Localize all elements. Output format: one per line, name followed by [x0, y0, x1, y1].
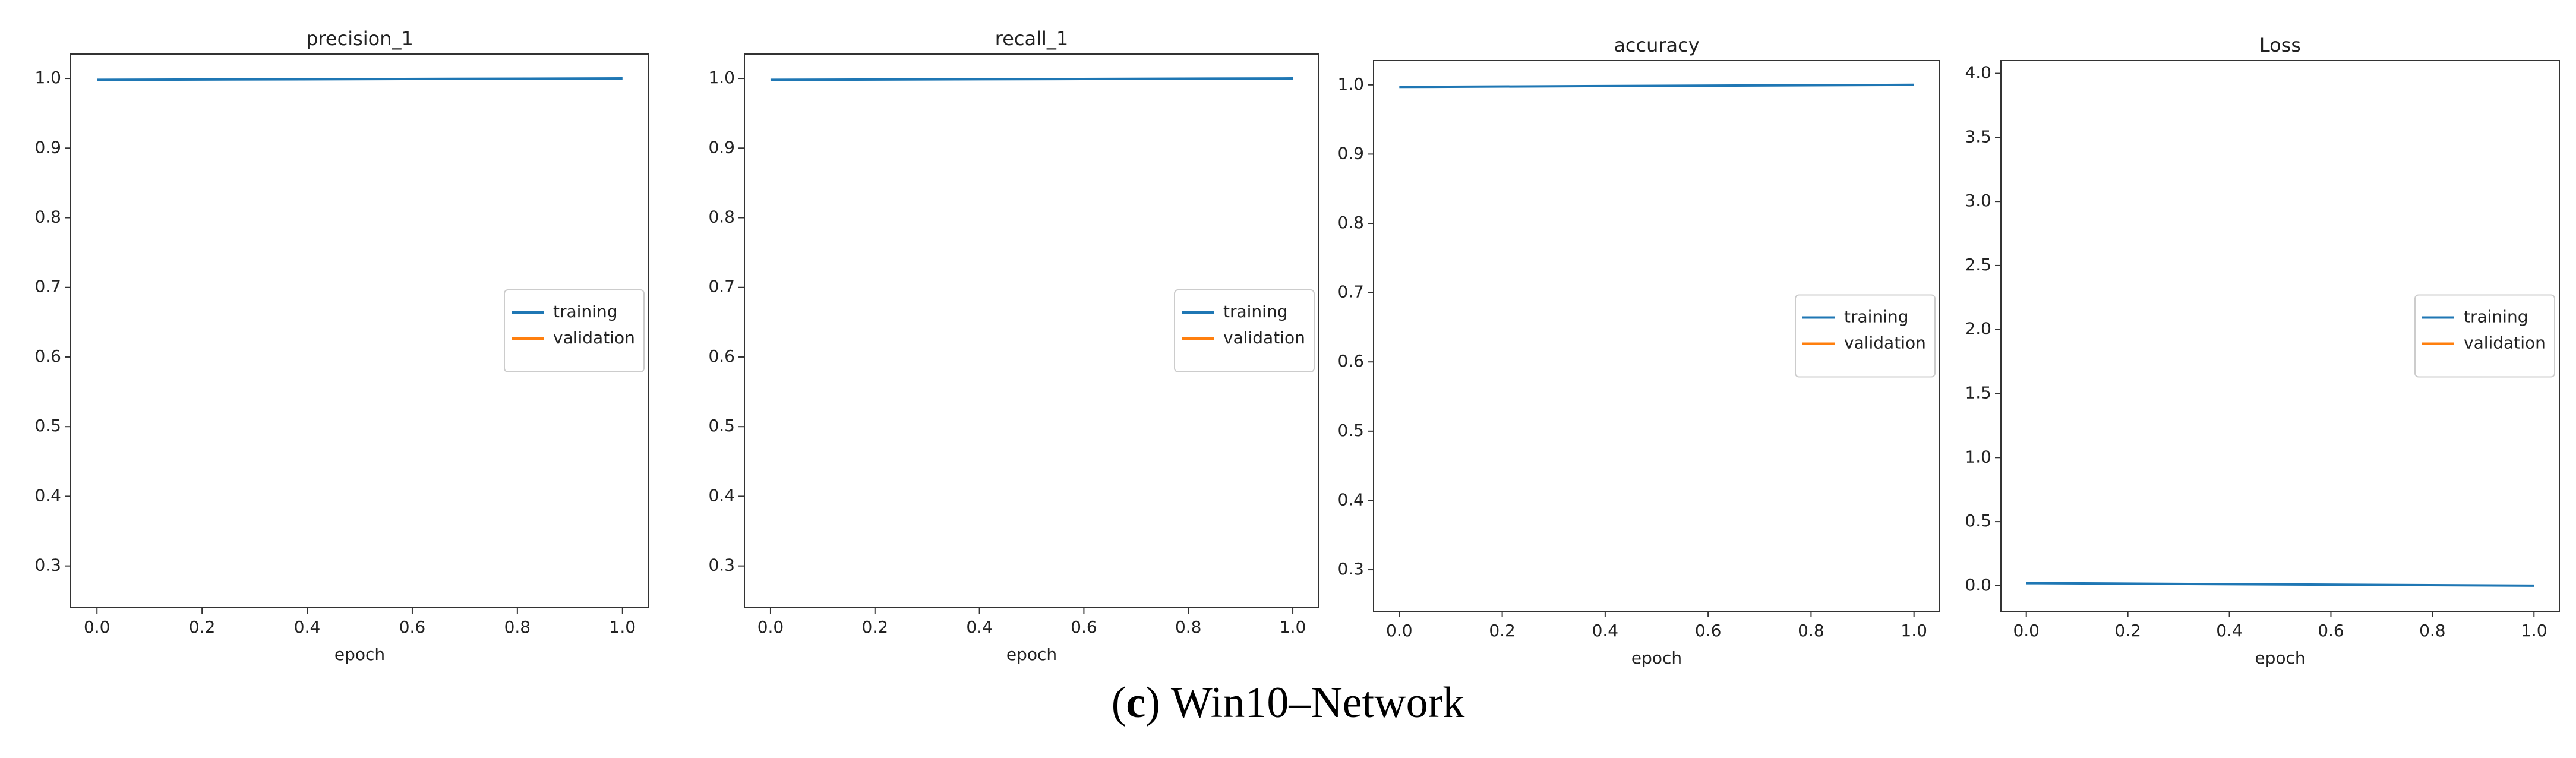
- axes-frame: [2000, 60, 2560, 612]
- axes-frame: [744, 53, 1319, 608]
- y-tick-label: 4.0: [1965, 63, 1991, 83]
- x-tick-label: 0.8: [504, 617, 531, 637]
- legend-box: [2414, 294, 2555, 378]
- y-tick-label: 3.0: [1965, 191, 1991, 210]
- x-tick-label: 0.8: [1798, 621, 1824, 640]
- y-tick-label: 0.4: [1337, 489, 1364, 509]
- legend-label: training: [1223, 302, 1287, 321]
- y-tick-label: 0.0: [1965, 575, 1991, 595]
- y-tick-label: 0.8: [34, 207, 61, 226]
- x-tick-label: 0.6: [1695, 621, 1722, 640]
- y-tick-label: 0.7: [34, 277, 61, 296]
- caption-open: (: [1112, 678, 1126, 727]
- x-tick-label: 0.8: [2419, 621, 2446, 640]
- x-tick-label: 1.0: [1280, 617, 1306, 637]
- legend-label: validation: [553, 328, 635, 348]
- caption-letter: c: [1126, 678, 1145, 727]
- legend-box: [504, 289, 645, 372]
- line: [2026, 582, 2534, 587]
- line: [97, 77, 623, 81]
- legend-label: validation: [1844, 333, 1926, 353]
- axes-frame: [70, 53, 649, 608]
- y-tick-label: 0.3: [34, 555, 61, 575]
- x-axis-label: epoch: [1631, 648, 1682, 668]
- x-tick-label: 0.4: [1592, 621, 1619, 640]
- x-tick-label: 0.0: [1386, 621, 1413, 640]
- y-tick-label: 1.0: [1337, 74, 1364, 94]
- x-tick-label: 0.8: [1175, 617, 1202, 637]
- legend-box: [1174, 289, 1315, 372]
- y-tick-label: 3.5: [1965, 127, 1991, 146]
- y-tick-label: 0.7: [708, 277, 735, 296]
- x-tick-label: 1.0: [610, 617, 636, 637]
- y-tick-label: 0.6: [1337, 351, 1364, 371]
- y-tick-label: 0.5: [1965, 511, 1991, 530]
- y-tick-label: 2.0: [1965, 319, 1991, 339]
- x-tick-label: 0.4: [2216, 621, 2243, 640]
- y-tick-label: 0.9: [1337, 143, 1364, 163]
- y-tick-label: 1.0: [34, 68, 61, 87]
- legend-label: training: [2464, 307, 2528, 327]
- chart-title: precision_1: [306, 27, 413, 50]
- y-tick-label: 0.8: [708, 207, 735, 226]
- x-tick-label: 0.0: [2013, 621, 2040, 640]
- x-tick-label: 0.2: [189, 617, 216, 637]
- y-tick-label: 0.5: [708, 416, 735, 435]
- x-axis-label: epoch: [1006, 645, 1057, 664]
- x-axis-label: epoch: [2255, 648, 2305, 668]
- y-tick-label: 0.3: [1337, 559, 1364, 579]
- legend-box: [1795, 294, 1936, 378]
- caption-text: Win10–Network: [1171, 678, 1464, 727]
- x-tick-label: 0.6: [399, 617, 426, 637]
- y-tick-label: 0.8: [1337, 213, 1364, 232]
- caption: (c) Win10–Network: [1112, 678, 1465, 727]
- x-tick-label: 0.6: [2318, 621, 2344, 640]
- y-tick-label: 0.6: [708, 346, 735, 366]
- x-tick-label: 1.0: [2521, 621, 2547, 640]
- x-tick-label: 0.6: [1071, 617, 1097, 637]
- legend-label: validation: [2464, 333, 2546, 353]
- y-tick-label: 0.3: [708, 555, 735, 575]
- line: [770, 77, 1293, 81]
- legend-label: training: [553, 302, 617, 321]
- chart-title: accuracy: [1614, 34, 1699, 56]
- y-tick-label: 2.5: [1965, 255, 1991, 274]
- y-tick-label: 1.0: [708, 68, 735, 87]
- y-tick-label: 1.0: [1965, 447, 1991, 466]
- y-tick-label: 0.9: [34, 137, 61, 157]
- chart-title: recall_1: [995, 27, 1068, 50]
- chart-title: Loss: [2259, 34, 2301, 56]
- y-tick-label: 0.7: [1337, 282, 1364, 302]
- x-tick-label: 0.2: [862, 617, 889, 637]
- axes-frame: [1373, 60, 1940, 612]
- legend-label: training: [1844, 307, 1908, 327]
- x-tick-label: 0.0: [84, 617, 111, 637]
- x-axis-label: epoch: [334, 645, 385, 664]
- x-tick-label: 0.0: [757, 617, 784, 637]
- x-tick-label: 0.4: [966, 617, 993, 637]
- x-tick-label: 0.4: [294, 617, 321, 637]
- caption-close: ): [1145, 678, 1160, 727]
- legend-label: validation: [1223, 328, 1305, 348]
- y-tick-label: 0.4: [708, 485, 735, 505]
- y-tick-label: 0.5: [34, 416, 61, 435]
- y-tick-label: 0.4: [34, 485, 61, 505]
- x-tick-label: 0.2: [1489, 621, 1516, 640]
- y-tick-label: 1.5: [1965, 383, 1991, 403]
- y-tick-label: 0.9: [708, 137, 735, 157]
- x-tick-label: 0.2: [2114, 621, 2141, 640]
- line: [1399, 83, 1914, 89]
- x-tick-label: 1.0: [1901, 621, 1927, 640]
- y-tick-label: 0.6: [34, 346, 61, 366]
- y-tick-label: 0.5: [1337, 421, 1364, 440]
